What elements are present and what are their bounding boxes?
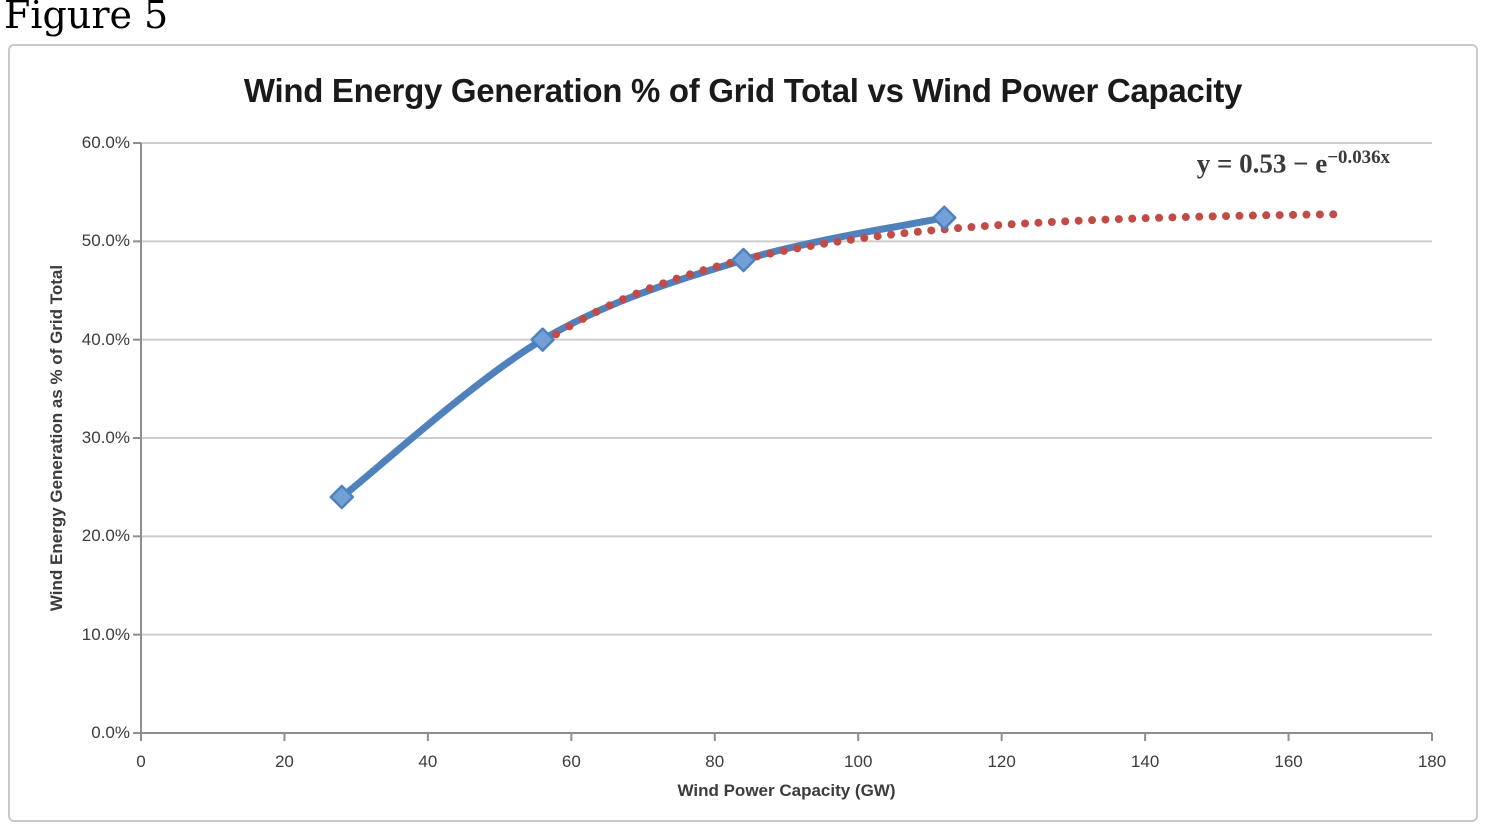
trendline-dot	[712, 262, 721, 271]
trendline-dot	[672, 274, 681, 283]
y-tick-label: 10.0%	[81, 624, 130, 644]
trendline-dot	[873, 232, 882, 241]
trendline-dot	[1262, 211, 1271, 220]
x-tick-label: 60	[561, 752, 581, 771]
trendline-dot	[994, 221, 1003, 230]
x-tick-label: 100	[844, 752, 873, 771]
trendline-dot	[632, 289, 641, 298]
trendline-dot	[1168, 213, 1177, 222]
x-tick-label: 80	[705, 752, 725, 771]
trendline-dot	[980, 222, 989, 231]
trendline-dot	[1074, 216, 1083, 225]
trendline-dot	[1061, 217, 1070, 226]
trendline-dot	[860, 233, 869, 242]
trendline-dot	[833, 237, 842, 246]
trendline-dot	[1315, 210, 1324, 219]
trendline-dot	[578, 314, 587, 323]
trendline-dot	[1101, 215, 1110, 224]
trendline-dot	[1222, 212, 1231, 221]
trendline-dot	[806, 241, 815, 250]
x-tick-label: 140	[1130, 752, 1160, 771]
trendline-dot	[686, 270, 695, 279]
trendline-dot	[927, 226, 936, 235]
trendline-dot	[1329, 210, 1338, 219]
data-point-marker	[731, 247, 756, 273]
trendline-dot	[1181, 213, 1190, 222]
chart-container	[8, 44, 1478, 822]
x-tick-label: 160	[1274, 752, 1303, 771]
y-tick-label: 0.0%	[91, 723, 130, 742]
trendline-dot	[1007, 220, 1016, 229]
data-point-marker	[932, 205, 957, 230]
trendline-dot	[779, 246, 788, 255]
trendline-dot	[846, 235, 855, 244]
trendline-dot	[1088, 216, 1097, 225]
trendline-dot	[1141, 214, 1150, 223]
x-tick-label: 40	[418, 752, 438, 771]
trendline-dot	[913, 227, 922, 236]
trendline-dot	[1155, 213, 1164, 222]
y-tick-label: 20.0%	[81, 526, 130, 546]
y-tick-label: 30.0%	[81, 428, 130, 447]
x-tick-label: 180	[1417, 752, 1447, 771]
x-axis-title: Wind Power Capacity (GW)	[677, 781, 896, 800]
trendline-dot	[967, 223, 976, 232]
data-point-marker	[530, 327, 555, 352]
trendline-dot	[645, 284, 654, 293]
trendline-dot	[552, 330, 561, 339]
trendline-dot	[699, 266, 708, 275]
trendline-dot	[766, 249, 775, 258]
y-tick-label: 50.0%	[81, 231, 130, 251]
trendline-dot	[1195, 212, 1204, 221]
equation-base: y = 0.53 − e	[1196, 148, 1328, 179]
trendline-dot	[1235, 211, 1244, 220]
trendline-dot	[1289, 210, 1298, 219]
y-tick-label: 40.0%	[81, 329, 130, 349]
trendline-dot	[619, 295, 628, 304]
trendline-dot	[954, 224, 963, 233]
trendline-dot	[1248, 211, 1257, 220]
y-tick-label: 60.0%	[81, 133, 130, 152]
trendline-dot	[1021, 219, 1030, 228]
trendline-dot	[1047, 217, 1056, 226]
trendline-dot	[793, 244, 802, 253]
trendline-dot	[753, 252, 762, 261]
trendline-dot	[900, 229, 909, 238]
x-tick-label: 120	[987, 752, 1016, 771]
chart-title: Wind Energy Generation % of Grid Total v…	[243, 72, 1243, 109]
trendline-dot	[565, 322, 574, 331]
trendline-dot	[1114, 215, 1123, 224]
figure-label: Figure 5	[4, 0, 169, 37]
trendline-dot	[1275, 211, 1284, 220]
trendline-dot	[887, 230, 896, 239]
trendline-dot	[605, 301, 614, 310]
trendline-dot	[1302, 210, 1311, 219]
trendline-dot	[1208, 212, 1217, 221]
x-tick-label: 20	[274, 752, 294, 771]
trendline-dot	[1034, 218, 1043, 227]
trendline-dot	[592, 307, 601, 316]
trendline-equation: y = 0.53 − e−0.036x	[1197, 147, 1390, 179]
x-tick-label: 0	[136, 752, 146, 771]
data-point-marker	[329, 484, 355, 510]
trendline-dot	[659, 279, 668, 288]
data-series-line	[338, 214, 948, 501]
trendline-dot	[820, 239, 829, 248]
equation-exponent: −0.036x	[1327, 147, 1390, 168]
trendline-dot	[1128, 214, 1137, 223]
